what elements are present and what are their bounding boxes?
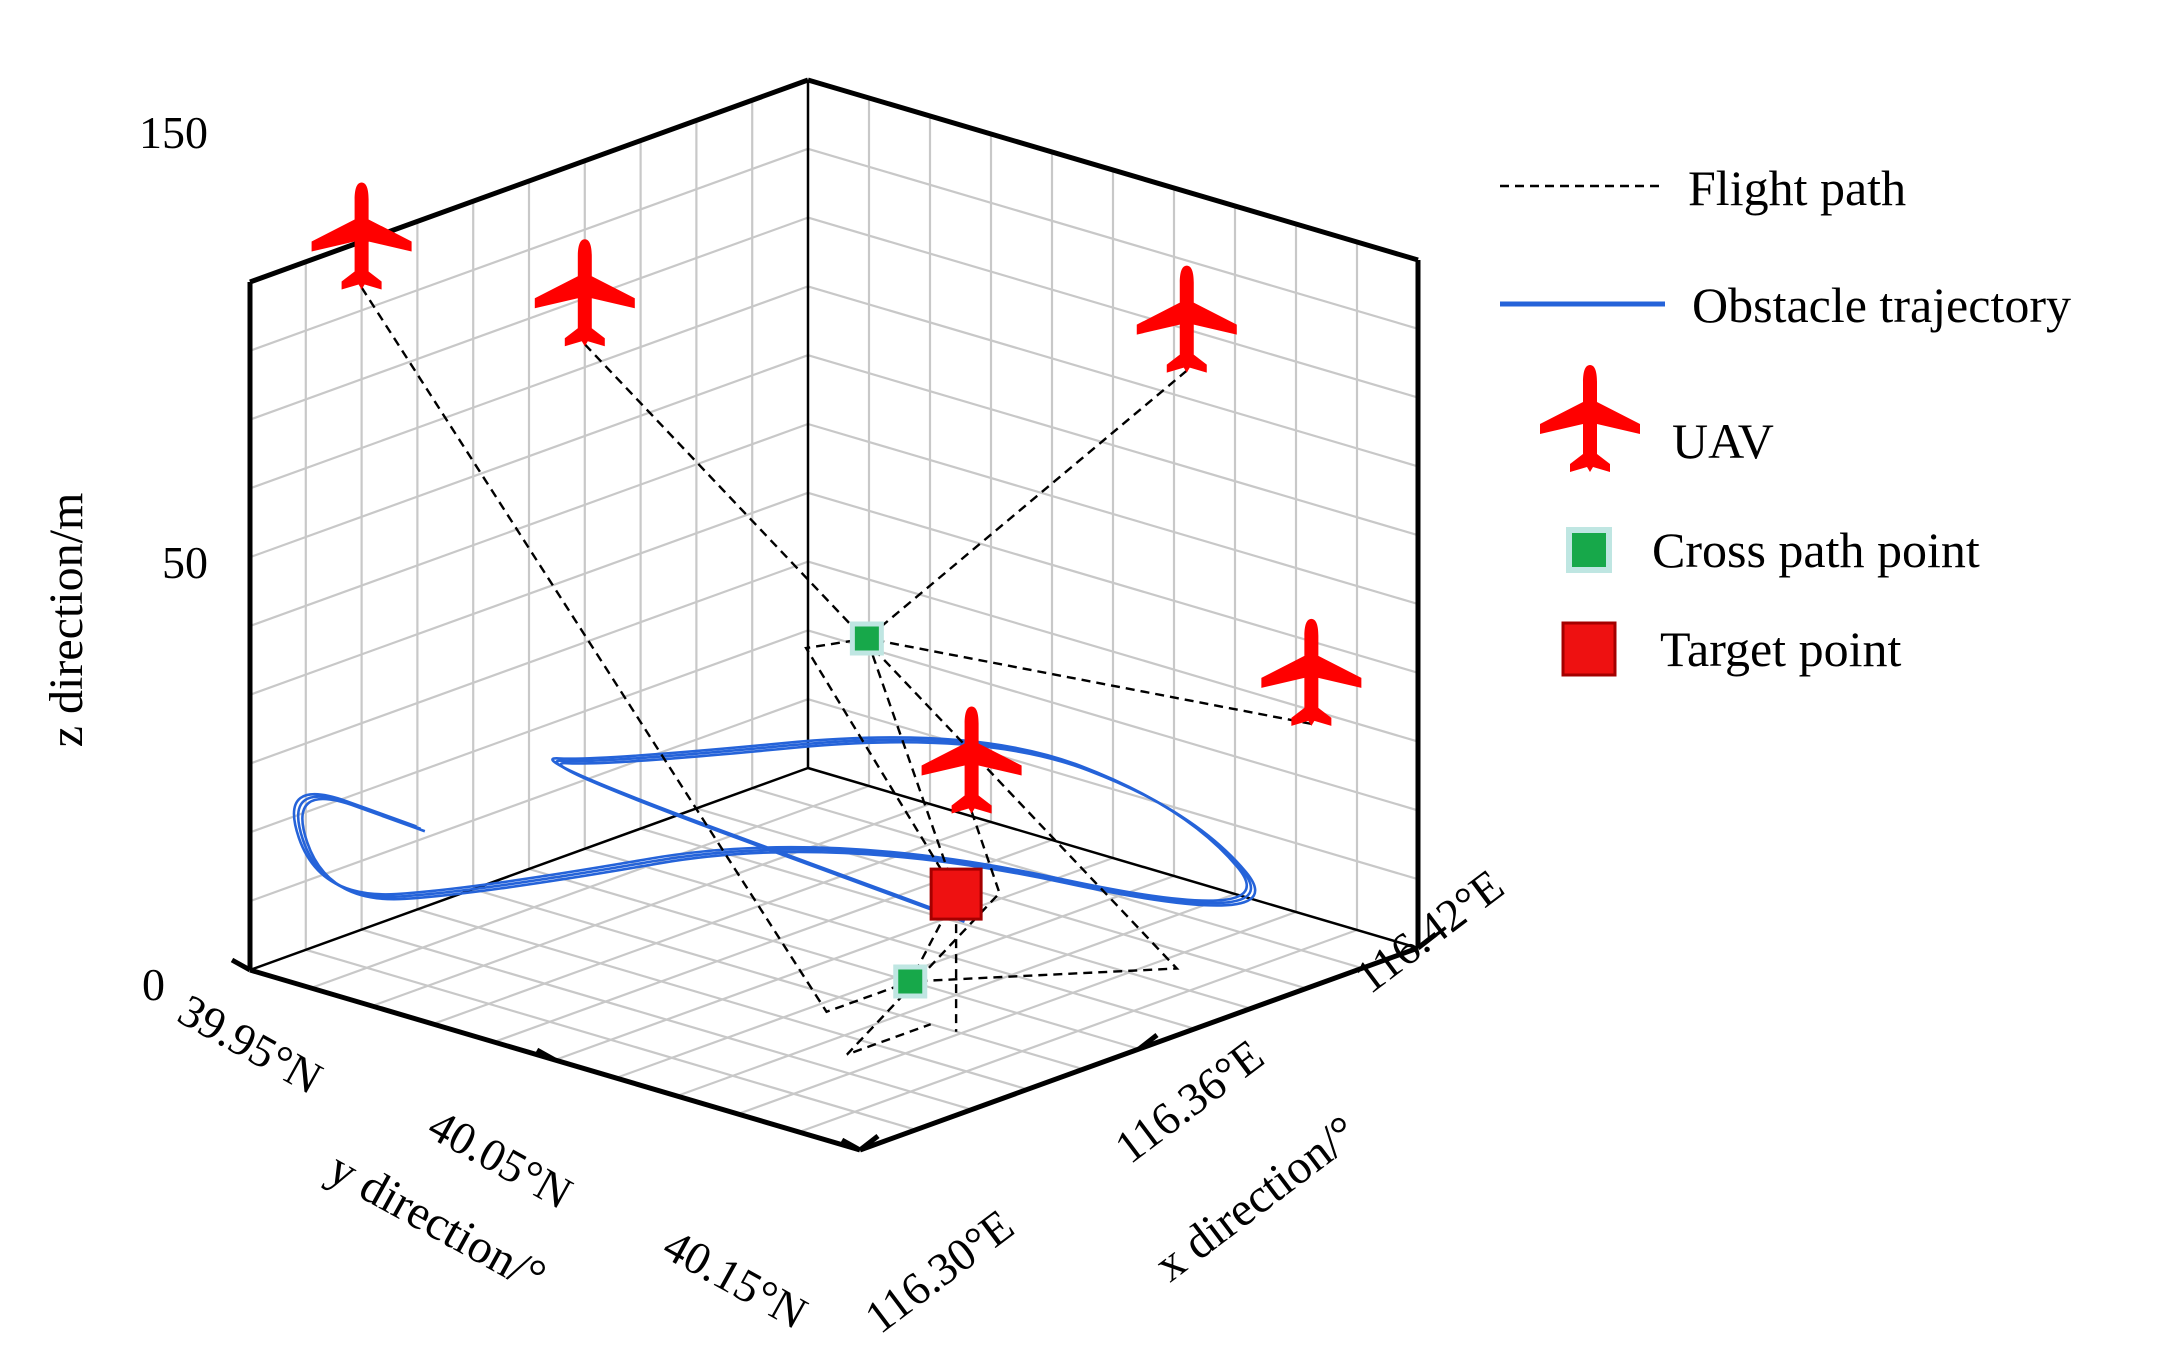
x-axis-tick: [1416, 932, 1438, 950]
left-wall-grid-line: [249, 285, 809, 490]
y-axis-tick: [230, 957, 252, 973]
left-wall-top-edge: [249, 77, 809, 285]
legend-target-swatch: [1561, 621, 1617, 677]
obstacle-trajectory-line: [297, 738, 1253, 921]
box-frame: [230, 77, 1438, 1153]
y-tick-label: 40.15°N: [655, 1219, 815, 1339]
uav-plane-icon: [534, 239, 635, 347]
flight-path-line: [804, 637, 1312, 895]
x-axis-tick: [858, 1134, 880, 1152]
obstacle-trajectory-line: [292, 736, 1249, 919]
floor-grid-line: [676, 892, 1236, 1098]
uav-plane-icon: [311, 182, 412, 290]
z-axis-title: z direction/m: [40, 493, 93, 748]
target-point: [929, 867, 983, 921]
z-tick-label: 0: [142, 959, 165, 1010]
floor-grid-line: [528, 867, 1140, 1051]
x-axis-tick: [1137, 1033, 1159, 1051]
left-wall-grid-line: [249, 354, 809, 559]
marker-series: [311, 182, 1362, 999]
x-tick-label: 116.30°E: [855, 1199, 1022, 1343]
left-wall-grid-line: [249, 147, 809, 352]
z-tick-label: 50: [162, 537, 208, 588]
right-wall-grid-line: [807, 147, 1419, 330]
flight-path-line: [865, 369, 1188, 895]
floor-grid-line: [696, 807, 1307, 990]
uav-plane-icon: [1261, 618, 1362, 726]
right-wall-grid-line: [807, 354, 1419, 537]
left-wall-grid-line: [249, 422, 809, 628]
floor-grid-line: [798, 928, 1358, 1134]
y-axis-tick: [840, 1137, 862, 1153]
legend-label: Obstacle trajectory: [1692, 277, 2071, 333]
legend-cross-point-swatch-inner: [1572, 533, 1606, 567]
legend-label: Target point: [1660, 621, 1901, 677]
legend-label: UAV: [1672, 413, 1774, 469]
legend-label: Flight path: [1688, 160, 1906, 216]
floor-back-right-edge: [807, 766, 1419, 950]
legend: Flight path Obstacle trajectory UAV Cros…: [1500, 160, 2071, 677]
x-tick-label: 116.42°E: [1345, 859, 1512, 1003]
y-axis-tick: [535, 1047, 557, 1063]
cross-path-point: [893, 964, 928, 999]
obstacle-trajectory-line: [301, 741, 1257, 924]
floor-grid-line: [584, 847, 1196, 1030]
cross-path-point: [849, 621, 884, 656]
grid-lines: [249, 98, 1419, 1134]
left-wall-grid-line: [249, 216, 809, 421]
flight-path-line: [583, 343, 1180, 983]
z-tick-label: 150: [139, 107, 208, 158]
right-wall-grid-line: [807, 285, 1419, 468]
right-wall-grid-line: [807, 216, 1419, 399]
uav-plane-icon: [1136, 265, 1237, 373]
right-wall-top-edge: [807, 77, 1419, 263]
floor-back-left-edge: [249, 766, 809, 972]
legend-label: Cross path point: [1652, 522, 1980, 578]
obstacle-trajectory-series: [292, 736, 1257, 924]
legend-uav-icon: [1540, 365, 1640, 472]
y-tick-label: 39.95°N: [170, 984, 330, 1104]
uav-plane-icon: [921, 706, 1022, 814]
flight-path-line: [360, 286, 958, 1014]
right-wall-grid-line: [807, 422, 1419, 606]
floor-grid-line: [737, 910, 1297, 1116]
